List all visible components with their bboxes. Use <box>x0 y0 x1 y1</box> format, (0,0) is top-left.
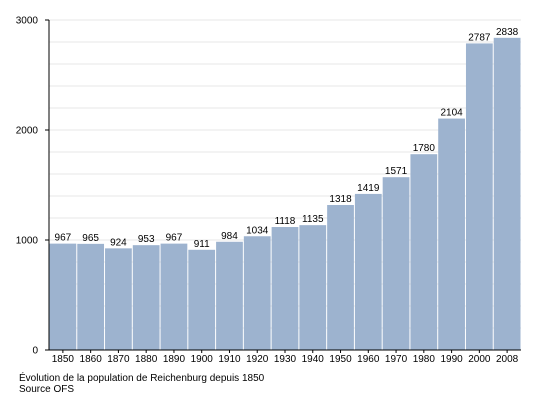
bar-1990 <box>438 118 465 350</box>
x-tick-label: 1920 <box>246 354 269 365</box>
bar-1850 <box>49 243 77 350</box>
data-label-1980: 1780 <box>413 143 436 154</box>
x-tick-label: 2000 <box>468 354 491 365</box>
bar-1950 <box>327 205 354 350</box>
x-tick-label: 1850 <box>52 354 75 365</box>
y-tick-label: 1000 <box>16 236 39 247</box>
source-caption: Source OFS <box>19 384 75 395</box>
x-tick-label: 1930 <box>274 354 297 365</box>
x-tick-label: 1910 <box>218 354 241 365</box>
data-labels: 967 965 924 953 967 911 984 1034 1118 1135 1318 141… <box>55 27 519 250</box>
bar-1920 <box>243 236 271 350</box>
data-label-1870: 924 <box>110 237 127 248</box>
data-label-1960: 1419 <box>357 183 380 194</box>
data-label-1880: 953 <box>138 234 155 245</box>
bar-1900 <box>188 249 216 350</box>
data-label-2008: 2838 <box>496 27 519 38</box>
y-tick-label: 2000 <box>16 126 39 137</box>
data-label-1910: 984 <box>221 231 238 242</box>
x-tick-label: 1990 <box>440 354 463 365</box>
bar-1980 <box>410 154 438 350</box>
x-tick-label: 1880 <box>135 354 158 365</box>
bar-1960 <box>354 193 382 350</box>
x-tick-label: 1950 <box>329 354 352 365</box>
chart-caption: Évolution de la population de Reichenbur… <box>19 373 265 384</box>
bar-1910 <box>216 241 243 350</box>
bar-1870 <box>105 248 132 350</box>
x-tick-label: 1960 <box>357 354 380 365</box>
y-tick-label: 3000 <box>16 16 39 27</box>
x-tick-label: 1940 <box>302 354 325 365</box>
bar-1930 <box>271 227 299 350</box>
data-label-1850: 967 <box>55 233 72 244</box>
data-label-1920: 1034 <box>246 225 269 236</box>
data-label-1970: 1571 <box>385 166 408 177</box>
data-label-1930: 1118 <box>275 216 296 227</box>
y-axis: 0 1000 2000 3000 <box>16 16 50 357</box>
x-tick-label: 1980 <box>413 354 436 365</box>
data-label-1890: 967 <box>166 233 183 244</box>
x-tick-label: 1900 <box>191 354 214 365</box>
data-label-1990: 2104 <box>440 108 463 119</box>
y-tick-label: 0 <box>32 346 38 357</box>
bar-1860 <box>77 243 105 350</box>
bar-1890 <box>160 243 188 350</box>
x-tick-label: 1890 <box>163 354 186 365</box>
data-label-1950: 1318 <box>329 194 352 205</box>
x-axis: 1850 1860 1870 1880 1890 1900 1910 1920 1930 1940… <box>49 349 521 365</box>
data-label-2000: 2787 <box>468 32 491 43</box>
x-tick-label: 1970 <box>385 354 408 365</box>
bar-1970 <box>382 177 410 350</box>
data-label-1860: 965 <box>82 233 99 244</box>
data-label-1900: 911 <box>194 239 210 250</box>
x-tick-label: 1860 <box>80 354 103 365</box>
x-tick-label: 1870 <box>107 354 130 365</box>
bar-2000 <box>465 43 493 351</box>
x-tick-label: 2008 <box>496 354 519 365</box>
data-label-1940: 1135 <box>302 214 324 225</box>
bars <box>49 37 521 351</box>
bar-1880 <box>132 245 160 350</box>
bar-2008 <box>493 37 521 350</box>
bar-1940 <box>299 225 327 350</box>
